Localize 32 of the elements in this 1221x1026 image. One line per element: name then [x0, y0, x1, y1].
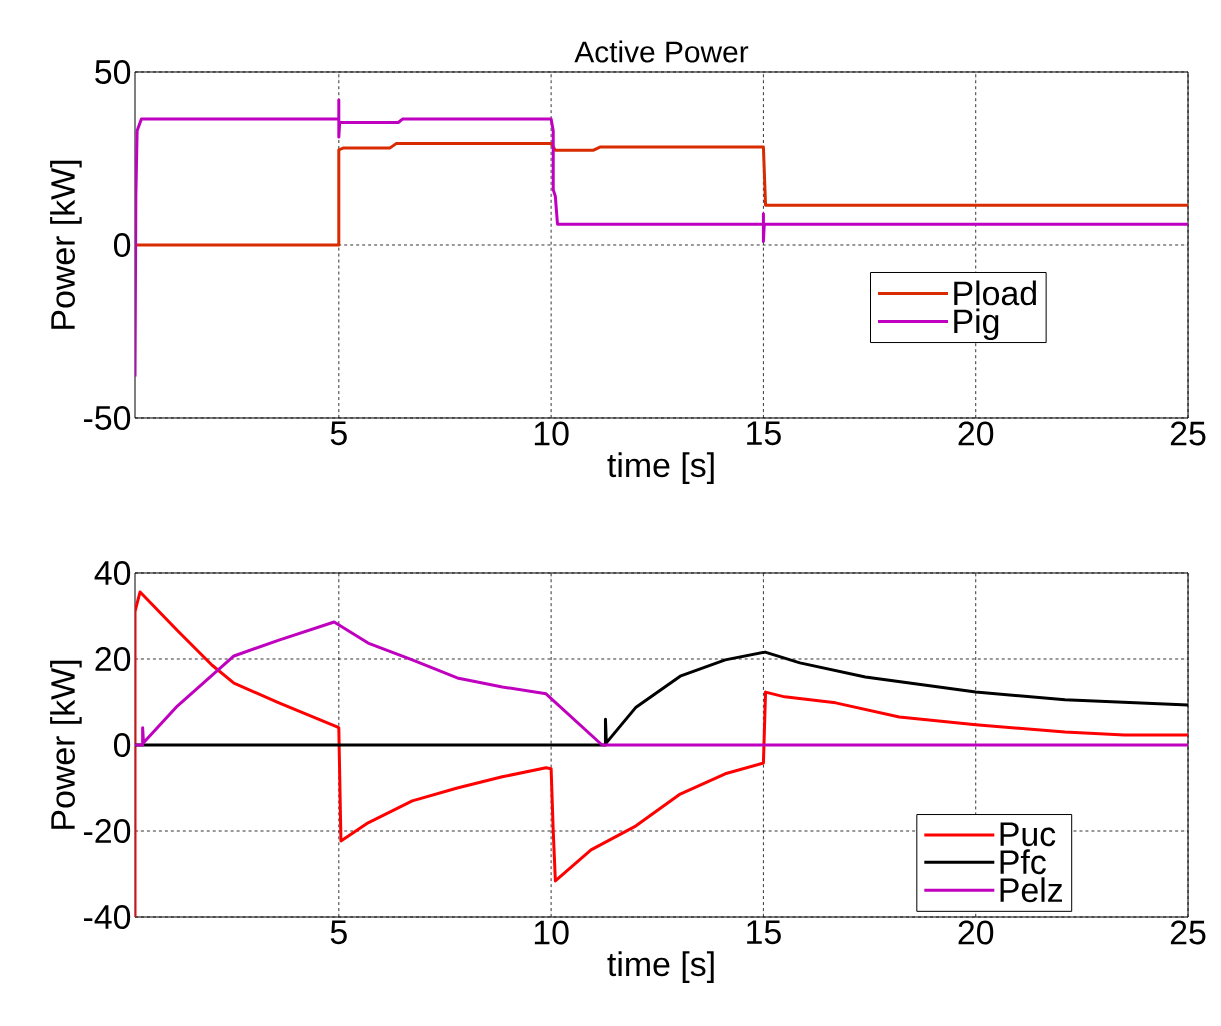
legend-label: Puc [1000, 822, 1056, 847]
y-tick-label: 40 [94, 561, 131, 585]
x-axis-title: time [s] [607, 951, 714, 983]
y-tick-label: -50 [84, 406, 131, 430]
line-series [135, 590, 1189, 917]
line-series [135, 98, 1189, 378]
line-series [135, 620, 1189, 747]
x-tick-label: 15 [747, 920, 781, 945]
legend-label: Pig [954, 308, 999, 341]
x-tick-label: 20 [958, 421, 994, 446]
legend-label: Pfc [1000, 849, 1046, 875]
x-tick-label: 5 [330, 920, 347, 945]
x-tick-label: 5 [330, 421, 347, 446]
x-tick-label: 10 [534, 421, 569, 446]
y-tick-label: 50 [95, 60, 131, 84]
y-axis-title: Power [kW] [50, 660, 82, 829]
y-axis-title: Power [kW] [50, 160, 82, 329]
y-tick-label: 20 [95, 647, 131, 671]
x-tick-label: 15 [747, 421, 781, 446]
y-tick-label: -40 [84, 905, 131, 929]
chart-title: Active Power [574, 40, 749, 63]
x-tick-label: 20 [958, 920, 994, 945]
legend-label: Pelz [1000, 877, 1062, 903]
x-axis-title: time [s] [607, 452, 714, 484]
y-tick-label: -20 [84, 819, 131, 843]
line-series [135, 142, 1189, 247]
x-tick-label: 10 [534, 920, 569, 945]
x-tick-label: 25 [1170, 920, 1206, 945]
x-tick-label: 25 [1170, 421, 1206, 446]
y-tick-label: 0 [113, 233, 131, 257]
y-tick-label: 0 [113, 733, 131, 757]
legend-label: Pload [954, 280, 1036, 306]
